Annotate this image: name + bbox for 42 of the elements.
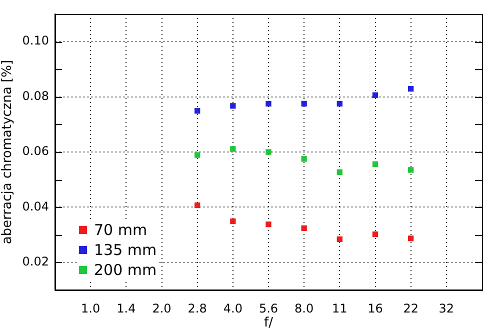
point [372,92,378,98]
x-axis-title: f/ [264,316,274,331]
point [372,161,378,167]
point [266,149,272,155]
x-tick-label: 16 [368,301,383,316]
point [336,100,342,107]
x-tick-label: 1.4 [116,301,136,316]
point [301,100,307,107]
x-tick-label: 8.0 [294,301,314,316]
x-tick-label: 1.0 [81,301,100,316]
x-tick-label: 11 [332,301,348,316]
y-tick-label: 0.04 [22,199,49,214]
point [230,103,236,109]
point [336,236,342,242]
y-axis-title: aberracja chromatyczna [%] [0,60,16,244]
point [336,169,342,175]
point [230,146,236,152]
point [266,221,272,228]
x-tick-label: 5.6 [258,301,278,316]
legend-label: 135 mm [94,240,157,260]
point [408,167,414,173]
x-tick-label: 32 [438,301,454,316]
y-tick-label: 0.06 [22,144,49,158]
x-tick-label: 4.0 [223,301,242,316]
point [230,218,236,224]
point [266,100,272,107]
point [408,236,414,242]
point [194,108,200,114]
point [194,202,200,208]
point [194,152,200,158]
legend-label: 200 mm [94,260,157,280]
y-tick-label: 0.02 [22,254,49,269]
legend-label: 70 mm [94,220,148,240]
x-tick-label: 22 [403,301,418,316]
point [301,156,307,162]
point [372,231,378,238]
y-tick-label: 0.10 [22,34,49,48]
point [408,86,414,92]
x-tick-label: 2.0 [152,301,172,316]
y-tick-label: 0.08 [22,88,49,103]
point [301,225,307,232]
x-tick-label: 2.8 [188,301,207,316]
